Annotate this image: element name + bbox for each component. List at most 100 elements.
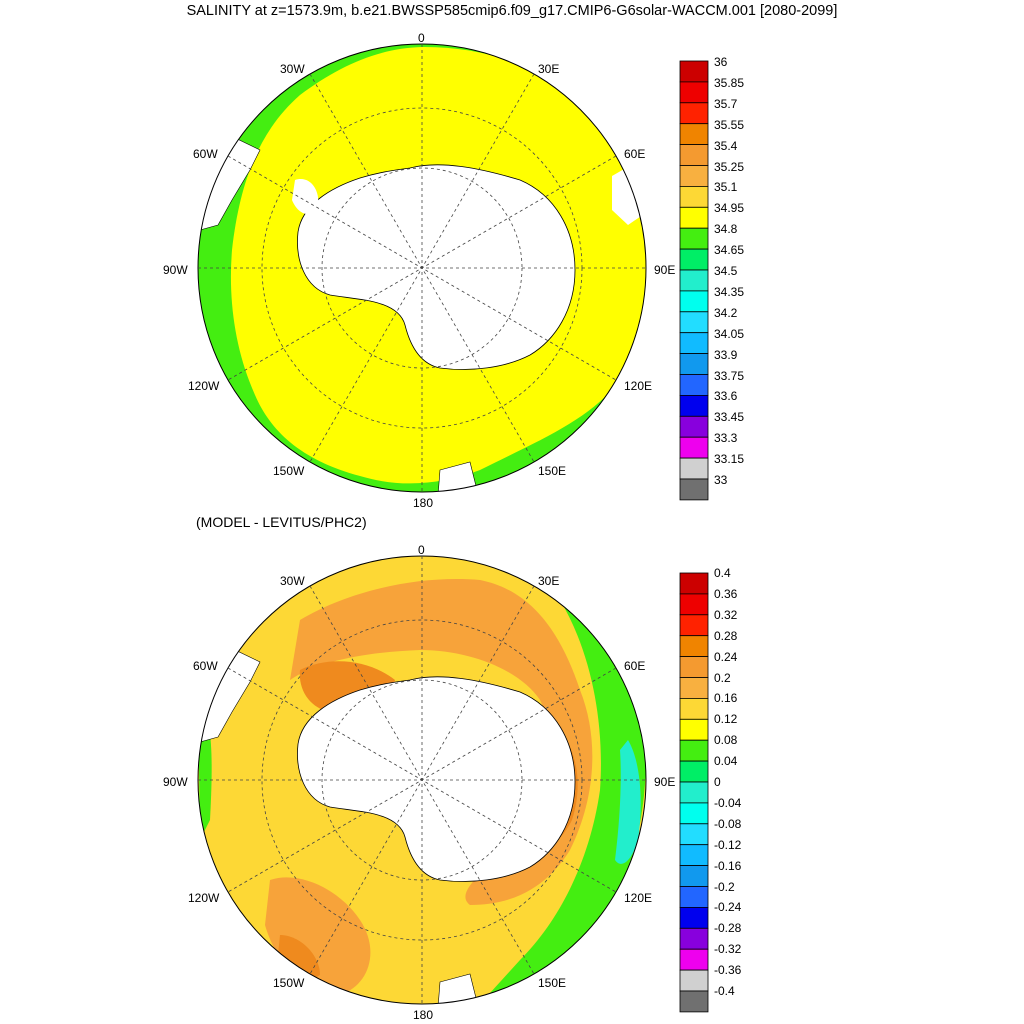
colorbar-label: -0.12 — [714, 837, 742, 852]
lon-label-120e-top: 120E — [624, 379, 653, 393]
lon-label-120w-top: 120W — [188, 379, 220, 393]
colorbar-cell — [679, 144, 709, 166]
colorbar-cell — [679, 311, 709, 334]
lon-label-150w-top: 150W — [273, 464, 305, 478]
lon-label-60e-bottom: 60E — [624, 659, 646, 673]
colorbar-label: 35.7 — [714, 96, 738, 111]
colorbar-label: -0.08 — [714, 816, 742, 831]
colorbar-cell — [679, 781, 709, 804]
colorbar-label: 35.4 — [714, 138, 738, 153]
colorbar-label: 0.36 — [714, 586, 738, 601]
difference-subtitle: (MODEL - LEVITUS/PHC2) — [196, 514, 367, 530]
colorbar-label: 35.1 — [714, 180, 738, 195]
salinity-graticule — [198, 44, 646, 492]
lon-label-150e-top: 150E — [538, 464, 567, 478]
colorbar-cell — [679, 102, 709, 125]
colorbar-label: 33.3 — [714, 431, 738, 446]
lon-label-90e-top: 90E — [654, 263, 676, 277]
lon-label-150w-bottom: 150W — [273, 976, 305, 990]
colorbar-label: 33.6 — [714, 389, 738, 404]
colorbar-cell — [679, 478, 709, 501]
lon-label-120e-bottom: 120E — [624, 891, 653, 905]
colorbar-label: 33.75 — [714, 368, 745, 383]
lon-label-90w-top: 90W — [163, 263, 188, 277]
colorbar-cell — [679, 635, 709, 658]
colorbar-cell — [679, 718, 709, 741]
lon-label-60w-bottom: 60W — [193, 659, 218, 673]
colorbar-label: 33.45 — [714, 410, 745, 425]
lon-label-120w-bottom: 120W — [188, 891, 220, 905]
colorbar-label: 0 — [714, 775, 721, 789]
diff-green-east — [480, 570, 646, 1004]
colorbar-cell — [679, 677, 709, 699]
colorbar-cell — [679, 865, 709, 887]
colorbar-cell — [679, 698, 709, 720]
lon-label-0-bottom: 0 — [418, 543, 425, 557]
colorbar-label: 0.08 — [714, 733, 738, 748]
colorbar-cell — [679, 907, 709, 929]
colorbar-cell — [679, 457, 709, 480]
difference-colorbar — [679, 572, 709, 1013]
colorbar-cell — [679, 844, 709, 867]
colorbar-label: 34.95 — [714, 201, 745, 216]
colorbar-cell — [679, 614, 709, 637]
lon-label-30e-top: 30E — [538, 62, 560, 76]
lon-label-90e-bottom: 90E — [654, 775, 676, 789]
salinity-colorbar — [679, 60, 709, 501]
colorbar-cell — [679, 436, 709, 459]
lon-label-180-top: 180 — [413, 496, 434, 510]
colorbar-label: 0.2 — [714, 670, 731, 685]
colorbar-cell — [679, 948, 709, 971]
colorbar-label: 33.15 — [714, 452, 745, 467]
lon-label-30w-bottom: 30W — [280, 574, 305, 588]
colorbar-label: 0.28 — [714, 628, 738, 643]
colorbar-cell — [679, 927, 709, 950]
colorbar-label: 35.85 — [714, 75, 745, 90]
colorbar-label: 34.65 — [714, 243, 745, 258]
colorbar-cell — [679, 886, 709, 908]
difference-map — [198, 556, 646, 1004]
colorbar-cell — [679, 227, 709, 250]
colorbar-cell — [679, 290, 709, 313]
colorbar-label: 33 — [714, 473, 728, 487]
colorbar-cell — [679, 394, 709, 417]
colorbar-cell — [679, 165, 709, 187]
colorbar-cell — [679, 123, 709, 145]
lon-label-30w-top: 30W — [280, 62, 305, 76]
colorbar-label: 33.9 — [714, 347, 738, 362]
colorbar-label: 36 — [714, 55, 728, 69]
colorbar-cell — [679, 60, 709, 83]
colorbar-cell — [679, 823, 709, 846]
colorbar-cell — [679, 353, 709, 375]
colorbar-cell — [679, 206, 709, 229]
colorbar-cell — [679, 572, 709, 595]
colorbar-cell — [679, 802, 709, 825]
diff-orange-band — [290, 579, 593, 905]
colorbar-cell — [679, 739, 709, 762]
lon-label-150e-bottom: 150E — [538, 976, 567, 990]
colorbar-label: -0.16 — [714, 858, 742, 873]
colorbar-label: -0.04 — [714, 795, 742, 810]
colorbar-cell — [679, 969, 709, 992]
lon-label-90w-bottom: 90W — [163, 775, 188, 789]
colorbar-label: 0.16 — [714, 691, 738, 706]
lon-label-60w-top: 60W — [193, 147, 218, 161]
colorbar-cell — [679, 760, 709, 783]
ice-shelf-top — [292, 179, 319, 215]
colorbar-cell — [679, 415, 709, 438]
colorbar-label: -0.28 — [714, 921, 742, 936]
colorbar-cell — [679, 269, 709, 292]
colorbar-label: -0.2 — [714, 879, 735, 894]
colorbar-cell — [679, 656, 709, 678]
colorbar-label: 35.55 — [714, 117, 745, 132]
lon-label-60e-top: 60E — [624, 147, 646, 161]
colorbar-label: 34.35 — [714, 284, 745, 299]
colorbar-cell — [679, 990, 709, 1013]
lon-label-30e-bottom: 30E — [538, 574, 560, 588]
colorbar-label: 0.04 — [714, 754, 738, 769]
colorbar-label: 35.25 — [714, 159, 745, 174]
diff-cyan-east — [615, 740, 641, 864]
colorbar-label: 0.12 — [714, 712, 738, 727]
colorbar-cell — [679, 374, 709, 396]
